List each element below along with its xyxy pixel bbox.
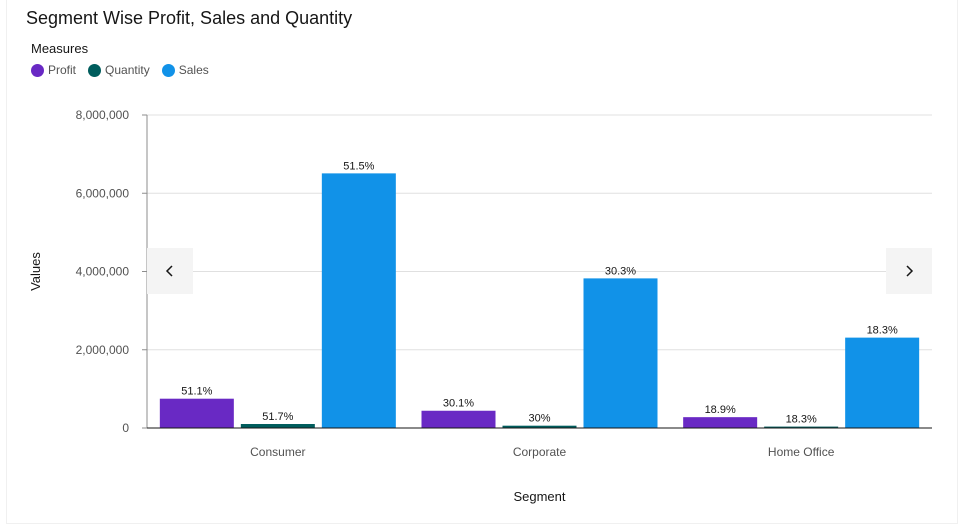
x-axis-title: Segment [513, 489, 565, 504]
x-tick-label: Corporate [513, 445, 567, 459]
legend-item-profit[interactable]: Profit [31, 63, 76, 77]
data-label: 51.1% [181, 386, 212, 398]
bar-sales [583, 278, 658, 428]
legend-swatch-sales [161, 63, 175, 77]
y-tick-label: 0 [122, 421, 129, 435]
bar-quantity [240, 424, 315, 428]
y-tick-label: 8,000,000 [76, 108, 130, 122]
y-axis-title: Values [28, 252, 43, 291]
y-tick-label: 2,000,000 [76, 343, 130, 357]
bar-quantity [502, 425, 577, 428]
legend-title: Measures [31, 41, 89, 56]
bar-profit [683, 417, 758, 428]
next-page-button[interactable] [886, 248, 932, 294]
legend-label-profit: Profit [48, 63, 77, 77]
legend-item-quantity[interactable]: Quantity [88, 63, 150, 77]
data-label: 18.3% [786, 414, 817, 426]
legend-label-quantity: Quantity [105, 63, 150, 77]
legend-label-sales: Sales [178, 63, 209, 77]
x-tick-label: Consumer [250, 445, 305, 459]
data-label: 30.1% [443, 398, 474, 410]
data-label: 18.3% [867, 325, 898, 337]
x-tick-label: Home Office [768, 445, 835, 459]
legend-item-sales[interactable]: Sales [161, 63, 209, 77]
chart-card [6, 0, 958, 524]
chevron-left-icon [165, 265, 173, 277]
bar-sales [321, 173, 396, 428]
bar-profit [159, 398, 234, 428]
bar-quantity [764, 426, 839, 428]
bar-sales [845, 337, 920, 428]
chart-title: Segment Wise Profit, Sales and Quantity [26, 8, 353, 28]
bar-profit [421, 410, 496, 428]
y-tick-label: 6,000,000 [76, 186, 130, 200]
data-label: 51.7% [262, 411, 293, 423]
data-label: 18.9% [705, 404, 736, 416]
y-tick-label: 4,000,000 [76, 265, 130, 279]
legend: Profit Quantity Sales [31, 63, 221, 77]
data-label: 30.3% [605, 265, 636, 277]
prev-page-button[interactable] [147, 248, 193, 294]
legend-swatch-quantity [88, 63, 102, 77]
chevron-right-icon [906, 265, 914, 277]
data-label: 30% [528, 413, 550, 425]
legend-swatch-profit [31, 63, 44, 77]
data-label: 51.5% [343, 160, 374, 172]
